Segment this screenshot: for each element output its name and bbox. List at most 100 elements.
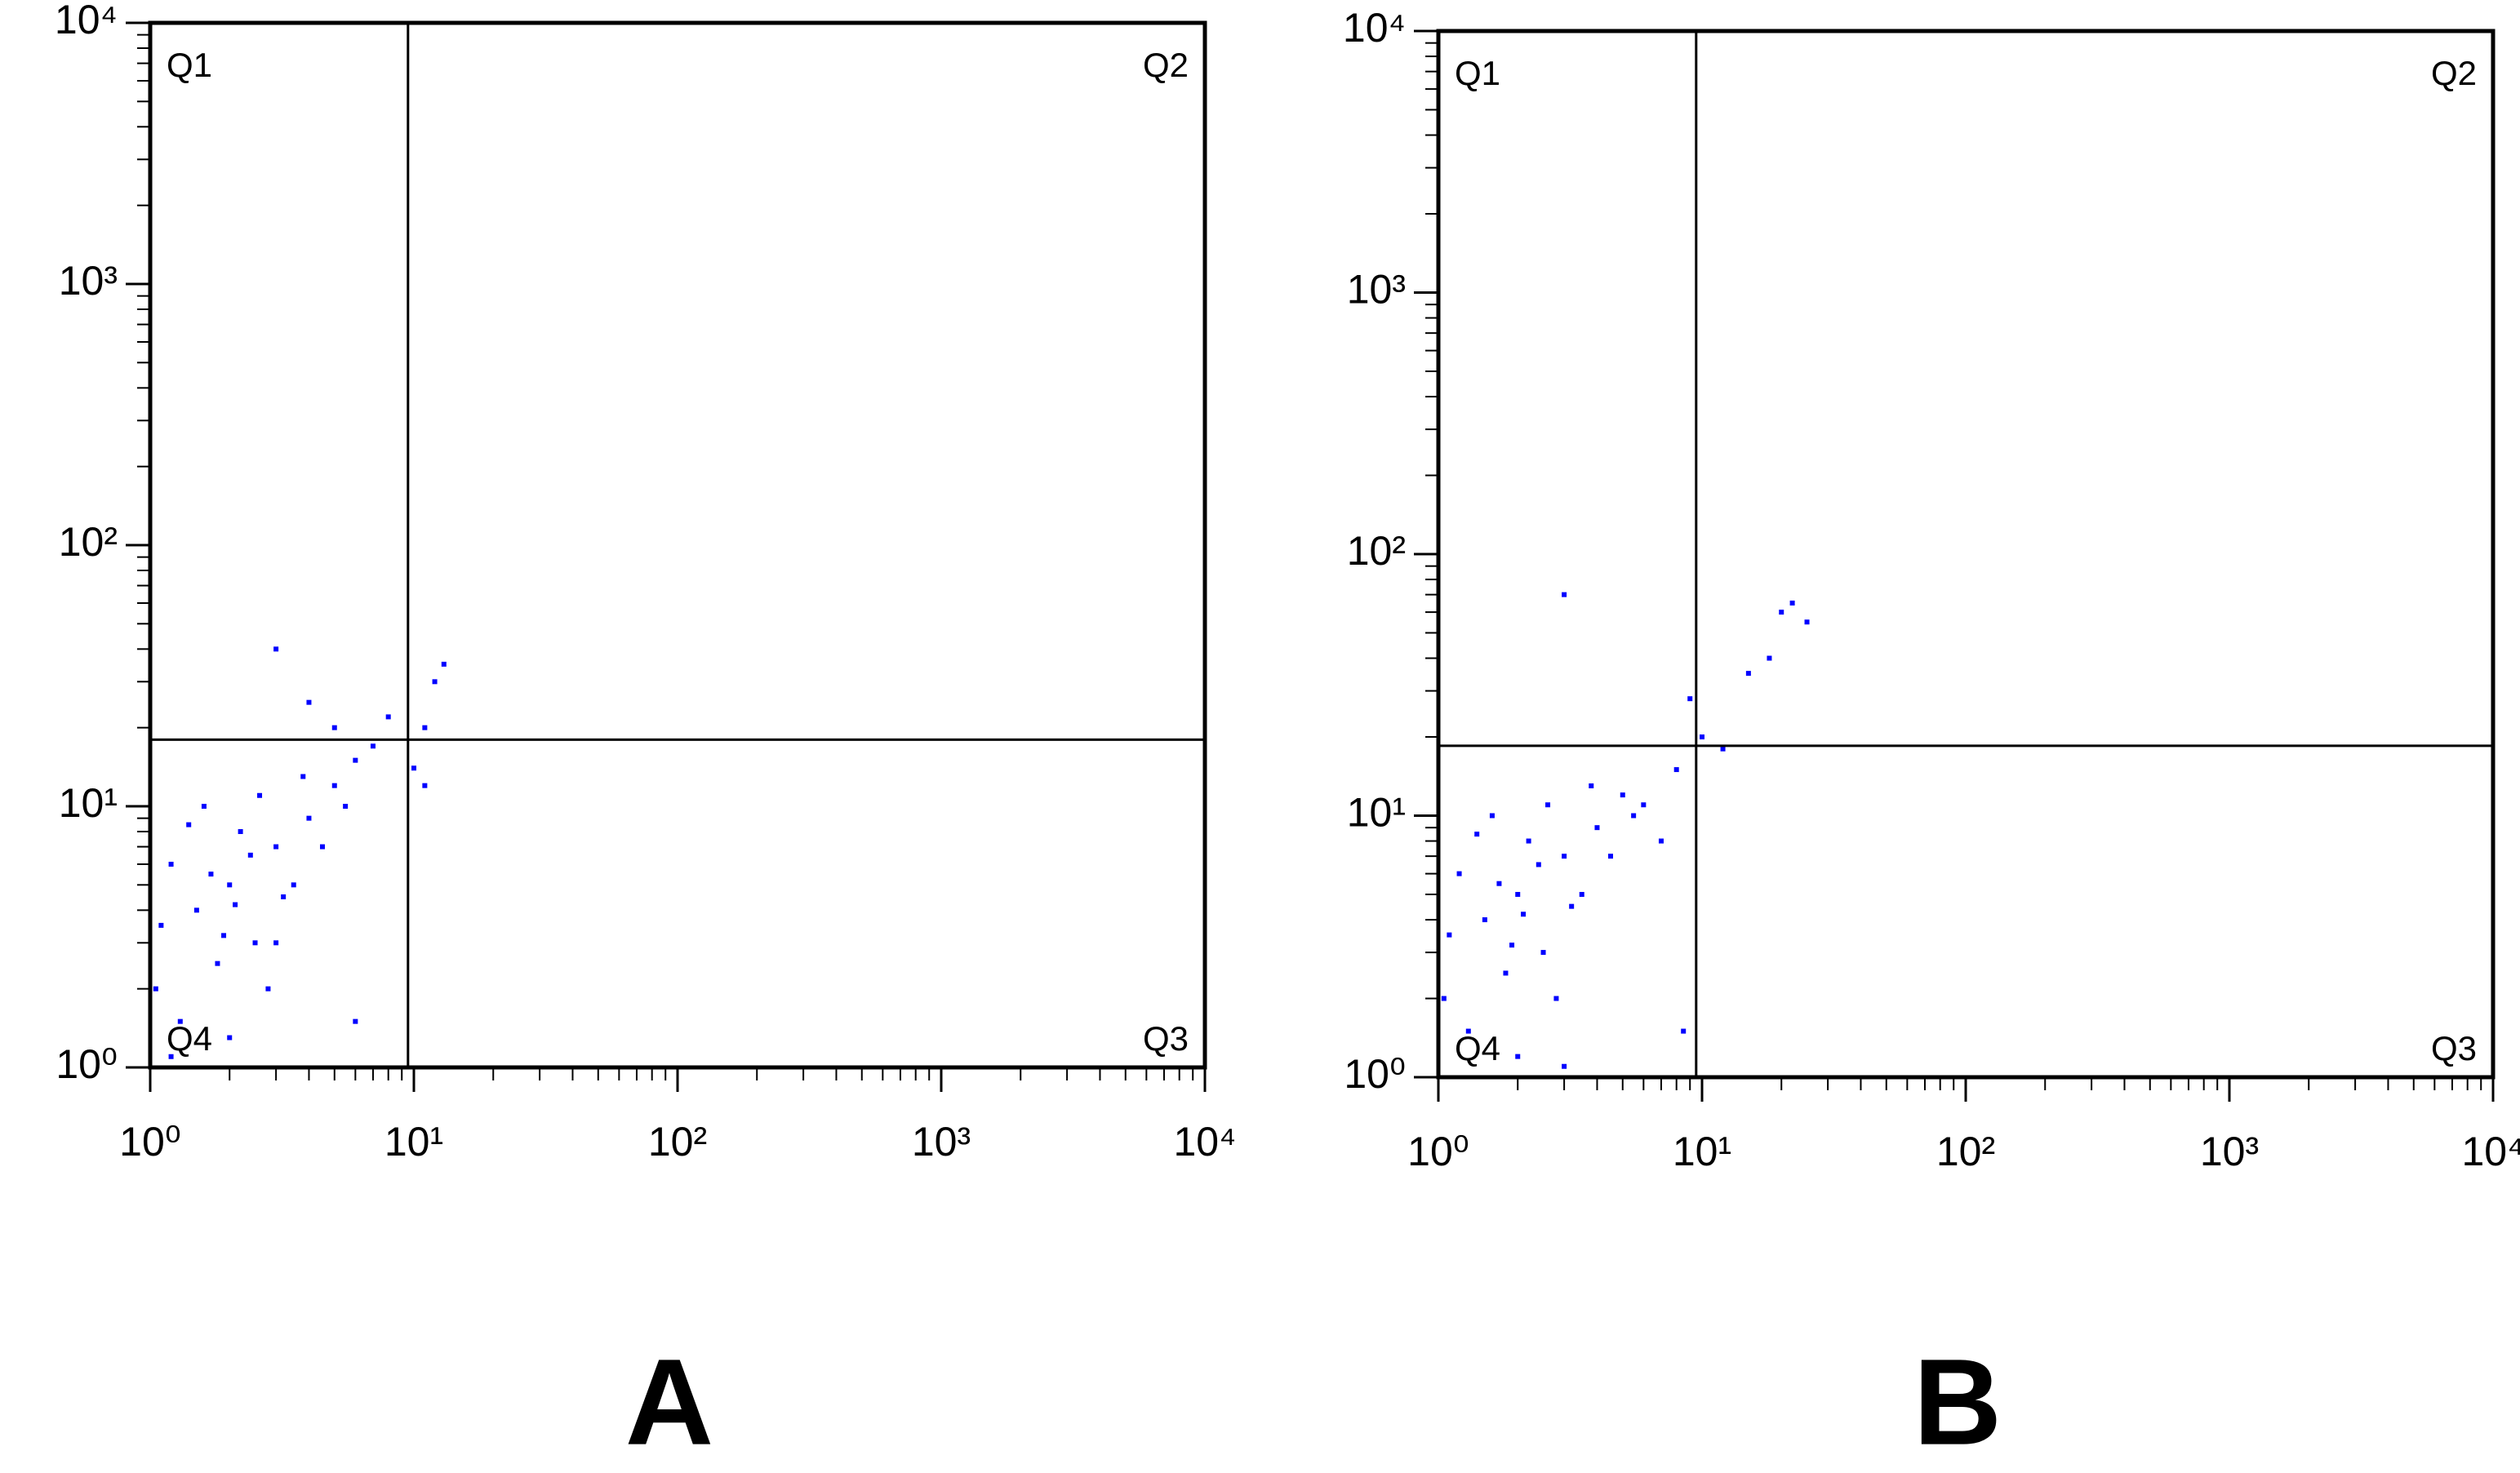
- data-point: [238, 829, 243, 835]
- data-point: [1789, 600, 1795, 606]
- data-point: [1553, 996, 1559, 1001]
- data-point: [201, 804, 207, 809]
- data-point: [1804, 619, 1810, 625]
- data-point: [1641, 802, 1647, 808]
- data-point: [1489, 813, 1495, 819]
- data-point: [1447, 932, 1452, 938]
- data-point: [411, 765, 416, 771]
- data-point: [233, 902, 238, 907]
- data-point: [331, 725, 337, 730]
- data-point: [215, 961, 220, 966]
- data-point: [273, 844, 279, 850]
- x-tick-label: 10²: [1936, 1129, 1995, 1174]
- data-point: [385, 714, 391, 720]
- data-point: [1673, 767, 1679, 773]
- data-point: [1720, 746, 1726, 752]
- y-tick-label: 10⁰: [1344, 1051, 1406, 1097]
- data-point: [353, 1018, 358, 1024]
- quadrant-label: Q1: [1455, 54, 1500, 92]
- data-point: [1607, 854, 1613, 859]
- data-point: [300, 774, 306, 779]
- data-point: [186, 822, 192, 827]
- panel-label: B: [1913, 1333, 2002, 1471]
- data-point: [1589, 783, 1594, 788]
- quadrant-label: Q3: [1143, 1019, 1189, 1058]
- plot-frame: [1436, 29, 2496, 1080]
- data-point: [273, 940, 279, 946]
- data-point: [158, 922, 164, 928]
- quadrant-label: Q3: [2431, 1029, 2477, 1067]
- data-point: [1465, 1028, 1471, 1034]
- data-point: [1687, 696, 1693, 702]
- data-point: [1745, 671, 1751, 677]
- data-point: [1441, 996, 1447, 1001]
- data-point: [1681, 1028, 1687, 1034]
- y-tick-label: 10¹: [1347, 790, 1406, 836]
- data-point: [1509, 943, 1515, 948]
- data-point: [1526, 838, 1531, 844]
- data-point: [177, 1018, 183, 1024]
- data-point: [319, 844, 325, 850]
- data-point: [1482, 917, 1487, 923]
- y-tick-label: 10⁰: [56, 1041, 118, 1087]
- data-point: [221, 933, 227, 938]
- data-point: [432, 679, 438, 685]
- data-point: [265, 986, 271, 992]
- y-tick-label: 10⁴: [1343, 5, 1406, 51]
- data-point: [1767, 655, 1772, 661]
- data-point: [168, 1054, 174, 1059]
- quadrant-label: Q4: [1455, 1029, 1500, 1067]
- quadrant-label: Q2: [1143, 46, 1189, 84]
- data-point: [168, 861, 174, 867]
- data-point: [343, 804, 349, 809]
- data-point: [1658, 838, 1664, 844]
- data-point: [257, 792, 263, 798]
- data-point: [1515, 891, 1521, 897]
- data-point: [1503, 970, 1509, 976]
- data-point: [422, 725, 428, 730]
- quadrant-label: Q1: [167, 46, 212, 84]
- data-point: [208, 872, 214, 877]
- x-tick-label: 10²: [648, 1119, 707, 1165]
- y-tick-label: 10²: [1347, 528, 1406, 574]
- data-point: [1521, 912, 1527, 917]
- x-tick-label: 10¹: [1673, 1129, 1731, 1174]
- data-point: [1620, 792, 1625, 798]
- y-tick-label: 10⁴: [55, 0, 118, 42]
- data-point: [1474, 832, 1480, 837]
- data-point: [1515, 1054, 1521, 1059]
- data-point: [370, 743, 376, 749]
- data-point: [422, 783, 428, 788]
- x-tick-label: 10¹: [384, 1119, 443, 1165]
- x-tick-label: 10⁴: [1173, 1119, 1236, 1165]
- y-tick-label: 10²: [59, 519, 118, 565]
- data-point: [331, 783, 337, 788]
- data-point: [353, 757, 358, 763]
- plot-frame: [148, 20, 1207, 1070]
- data-point: [1562, 592, 1567, 597]
- data-point: [1700, 734, 1704, 740]
- data-point: [306, 699, 312, 705]
- data-point: [291, 882, 296, 888]
- data-point: [1631, 813, 1637, 819]
- quadrant-label: Q2: [2431, 54, 2477, 92]
- data-point: [1594, 825, 1600, 831]
- data-point: [1545, 802, 1551, 808]
- data-point: [1536, 862, 1541, 867]
- data-point: [1540, 950, 1546, 956]
- quadrant-label: Q4: [167, 1019, 212, 1058]
- data-point: [1562, 854, 1567, 859]
- data-point: [281, 894, 287, 899]
- data-point: [1496, 881, 1502, 886]
- data-point: [193, 907, 199, 913]
- data-point: [227, 1035, 233, 1040]
- data-point: [1562, 1063, 1567, 1069]
- data-point: [1456, 871, 1462, 876]
- y-tick-label: 10³: [59, 258, 118, 304]
- x-tick-label: 10⁰: [119, 1119, 181, 1165]
- data-point: [1569, 903, 1575, 909]
- data-point: [247, 852, 253, 858]
- panel-label: A: [625, 1333, 713, 1471]
